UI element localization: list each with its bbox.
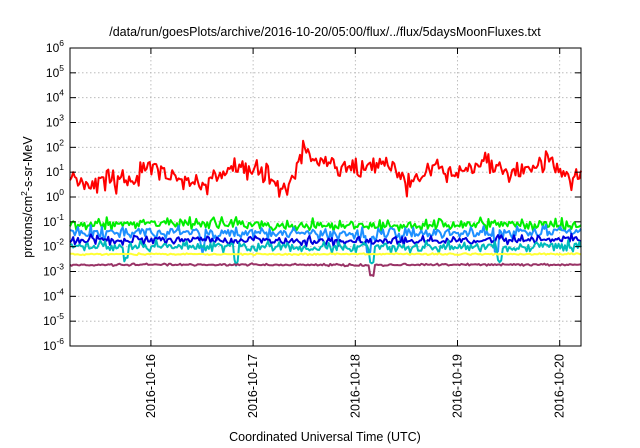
- x-tick-label: 2016-10-16: [144, 354, 158, 418]
- y-tick-label-base: 10: [43, 265, 57, 279]
- x-tick-label: 2016-10-17: [246, 354, 260, 418]
- y-tick-label: 104: [46, 88, 64, 105]
- y-tick-label: 105: [46, 63, 64, 80]
- y-tick-label: 10-6: [43, 336, 64, 353]
- series-line: [69, 216, 582, 234]
- y-tick-label-exp: 2: [59, 137, 64, 147]
- y-tick-label-base: 10: [43, 314, 57, 328]
- y-tick-label-base: 10: [43, 240, 57, 254]
- y-tick-label-base: 10: [46, 140, 60, 154]
- y-tick-label-exp: 6: [59, 38, 64, 48]
- y-tick-label-exp: -5: [56, 311, 64, 321]
- y-axis-label-base: protons/cm: [21, 196, 35, 258]
- y-tick-label: 100: [46, 187, 64, 204]
- y-tick-label-base: 10: [46, 41, 60, 55]
- x-tick-label: 2016-10-18: [348, 354, 362, 418]
- y-tick-label: 106: [46, 38, 64, 55]
- y-tick-label-base: 10: [43, 289, 57, 303]
- chart-title: /data/run/goesPlots/archive/2016-10-20/0…: [109, 25, 541, 39]
- y-tick-label: 102: [46, 137, 64, 154]
- series-line: [69, 223, 582, 256]
- y-tick-label: 10-5: [43, 311, 64, 328]
- y-tick-label-exp: 4: [59, 88, 64, 98]
- y-tick-label-exp: -3: [56, 262, 64, 272]
- x-axis-label: Coordinated Universal Time (UTC): [229, 430, 421, 444]
- y-tick-label-exp: -1: [56, 212, 64, 222]
- y-tick-label: 10-3: [43, 262, 64, 279]
- y-tick-label-base: 10: [46, 66, 60, 80]
- y-axis-label: protons/cm2-s-sr-MeV: [19, 136, 35, 258]
- y-axis-ticks: 10-610-510-410-310-210-11001011021031041…: [43, 38, 581, 353]
- y-tick-label: 101: [46, 162, 64, 179]
- y-tick-label: 10-1: [43, 212, 64, 229]
- y-tick-label-exp: 0: [59, 187, 64, 197]
- y-axis-label-rest: -s-sr-MeV: [21, 136, 35, 192]
- y-tick-label-base: 10: [43, 215, 57, 229]
- y-tick-label-exp: 5: [59, 63, 64, 73]
- y-tick-label-base: 10: [46, 165, 60, 179]
- series-line: [70, 252, 582, 257]
- y-tick-label-base: 10: [43, 339, 57, 353]
- series-line: [69, 262, 582, 277]
- x-tick-label: 2016-10-20: [553, 354, 567, 418]
- y-tick-label-exp: -6: [56, 336, 64, 346]
- series-line: [69, 238, 582, 267]
- y-tick-label-base: 10: [46, 190, 60, 204]
- y-tick-label: 10-2: [43, 237, 64, 254]
- y-tick-label: 103: [46, 113, 64, 130]
- series-line: [69, 139, 582, 198]
- data-series: [69, 139, 582, 277]
- y-tick-label-base: 10: [46, 91, 60, 105]
- y-tick-label-exp: -2: [56, 237, 64, 247]
- y-tick-label: 10-4: [43, 286, 64, 303]
- x-tick-label: 2016-10-19: [451, 354, 465, 418]
- y-tick-label-exp: 1: [59, 162, 64, 172]
- x-axis-ticks: 2016-10-16 2016-10-17 2016-10-18 2016-10-19…: [144, 48, 567, 418]
- y-tick-label-exp: -4: [56, 286, 64, 296]
- y-tick-label-exp: 3: [59, 113, 64, 123]
- y-tick-label-base: 10: [46, 116, 60, 130]
- y-axis-label-sup: 2: [19, 191, 29, 196]
